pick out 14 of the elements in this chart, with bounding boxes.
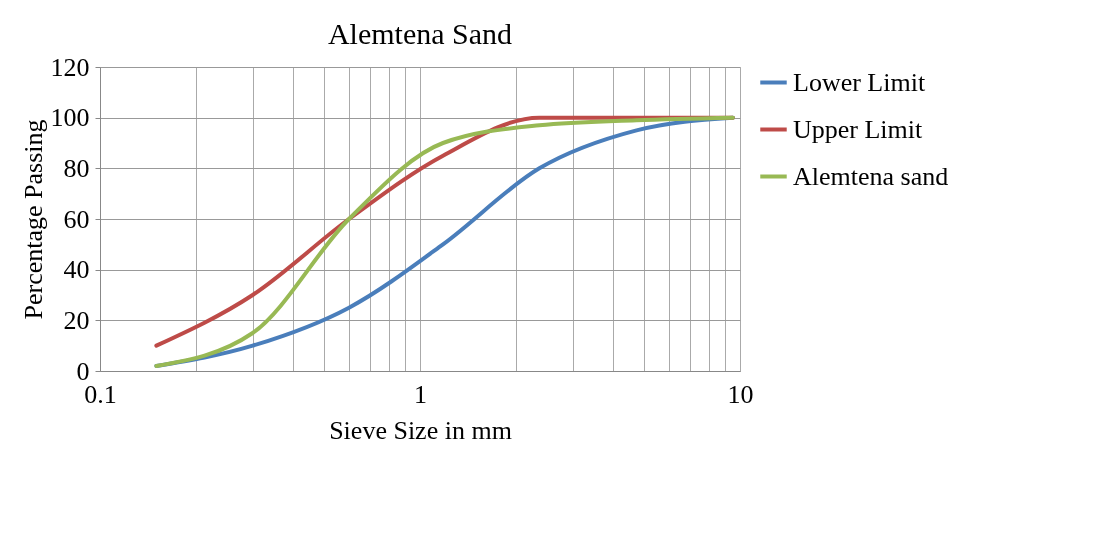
x-tick-label: 1 — [414, 379, 427, 409]
x-axis-title: Sieve Size in mm — [329, 415, 512, 445]
y-tick-label: 100 — [50, 103, 90, 133]
legend-label: Alemtena sand — [793, 161, 949, 191]
y-tick-label: 80 — [63, 153, 90, 183]
y-axis-title: Percentage Passing — [18, 119, 48, 320]
y-tick-label: 120 — [50, 52, 90, 82]
x-tick-label: 10 — [727, 379, 754, 409]
y-tick-label: 20 — [63, 305, 90, 335]
chart-title: Alemtena Sand — [327, 17, 513, 50]
legend-label: Upper Limit — [793, 114, 924, 144]
y-tick-label: 60 — [63, 204, 90, 234]
legend-label: Lower Limit — [793, 67, 926, 97]
y-tick-label: 40 — [63, 255, 90, 285]
